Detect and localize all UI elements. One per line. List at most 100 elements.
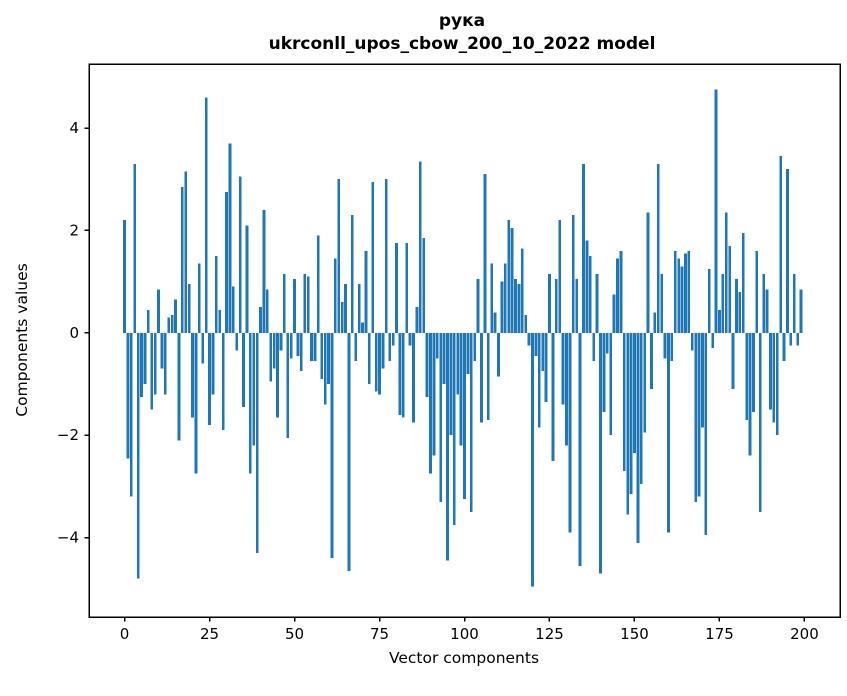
bar <box>731 332 735 390</box>
bar <box>534 332 538 356</box>
bar <box>153 332 157 395</box>
bar <box>612 294 616 333</box>
bar <box>214 256 218 333</box>
bar <box>735 279 738 333</box>
bar <box>714 89 718 333</box>
bar <box>449 332 453 436</box>
bar <box>779 156 783 333</box>
bar <box>381 332 385 369</box>
bar <box>701 332 704 428</box>
bar <box>235 332 239 351</box>
bar <box>792 273 796 333</box>
bar <box>136 332 140 579</box>
bar <box>177 332 181 441</box>
bar <box>707 268 711 333</box>
bar <box>721 273 725 333</box>
bar <box>704 332 708 536</box>
bar <box>486 332 490 420</box>
bar <box>639 332 643 484</box>
bar <box>646 212 650 333</box>
bar <box>469 332 473 513</box>
bar <box>160 332 164 369</box>
bar <box>680 266 684 333</box>
bar <box>636 332 640 543</box>
bar <box>282 273 286 333</box>
bar <box>452 332 456 525</box>
bar <box>126 332 130 459</box>
bar <box>582 163 585 333</box>
bar <box>316 235 320 333</box>
bar <box>718 309 721 333</box>
bar <box>347 332 351 571</box>
bar <box>687 250 691 333</box>
bar <box>289 332 293 359</box>
bar <box>133 163 137 333</box>
bar <box>361 322 364 333</box>
bar <box>401 332 405 418</box>
bar <box>167 317 171 333</box>
bar <box>320 332 324 379</box>
bar <box>622 332 626 472</box>
bar <box>238 176 242 333</box>
bar <box>493 312 497 333</box>
bar <box>398 332 402 415</box>
bar <box>571 215 575 333</box>
bar <box>391 332 395 346</box>
bar <box>663 332 667 359</box>
x-tick-label: 100 <box>450 625 479 643</box>
bar <box>643 332 647 433</box>
bar <box>782 332 786 361</box>
bar <box>262 209 266 333</box>
bar <box>357 284 361 333</box>
bar <box>163 332 167 395</box>
bar <box>408 332 412 346</box>
bar <box>272 332 276 369</box>
bar <box>350 215 354 333</box>
bar <box>677 258 681 333</box>
bar <box>180 186 184 333</box>
bar <box>595 273 599 333</box>
bar <box>422 238 426 333</box>
bar <box>537 332 541 428</box>
bar <box>201 332 205 364</box>
bar <box>293 279 296 333</box>
x-tick-label: 25 <box>200 625 219 643</box>
bar <box>690 332 694 351</box>
bar <box>412 332 415 423</box>
bar <box>609 332 613 436</box>
bar <box>337 179 341 333</box>
bar <box>565 332 568 446</box>
bar <box>432 332 436 456</box>
bar <box>150 332 154 410</box>
x-tick-label: 50 <box>285 625 304 643</box>
bar <box>184 171 188 333</box>
bar <box>439 332 443 502</box>
bar <box>585 240 589 333</box>
bar <box>711 332 715 349</box>
chart-title: рука <box>439 11 485 31</box>
bar <box>660 273 664 333</box>
bar <box>483 174 487 333</box>
bar <box>367 332 371 385</box>
y-tick-label: −4 <box>57 529 79 547</box>
bar <box>602 332 606 413</box>
x-tick-label: 75 <box>370 625 389 643</box>
bar <box>405 243 409 333</box>
x-axis-label: Vector components <box>389 649 539 667</box>
bar <box>279 332 283 351</box>
bar <box>633 332 636 454</box>
bar <box>473 332 477 361</box>
bar <box>520 248 524 333</box>
bar <box>514 279 517 333</box>
bar <box>255 332 259 553</box>
bar <box>752 332 755 413</box>
bar <box>554 279 558 333</box>
bar <box>517 284 521 333</box>
bar <box>286 332 290 438</box>
bar <box>762 273 766 333</box>
bar <box>208 332 211 425</box>
x-tick-label: 0 <box>120 625 130 643</box>
bar <box>218 309 222 333</box>
